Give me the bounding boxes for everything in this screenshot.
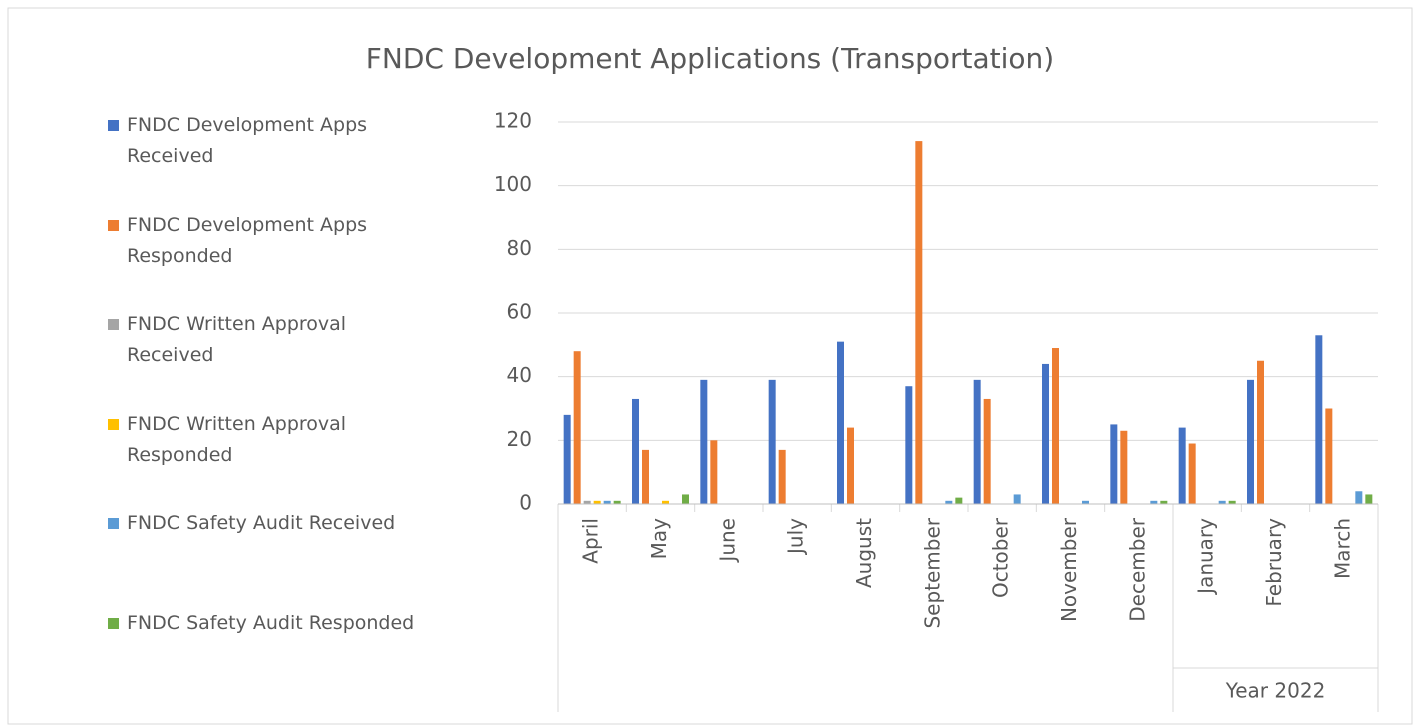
bar — [563, 414, 571, 504]
y-tick-label: 0 — [519, 491, 532, 515]
group-label: Year 2022 — [1225, 679, 1326, 703]
y-tick-label: 100 — [494, 172, 532, 196]
legend-swatch — [108, 219, 119, 231]
bar — [1013, 494, 1021, 504]
bar — [837, 341, 844, 504]
legend-entry: FNDC Safety Audit Responded — [108, 608, 417, 639]
bar — [1228, 500, 1236, 504]
bar — [1042, 363, 1049, 504]
x-tick-label: February — [1262, 518, 1286, 607]
bar — [847, 427, 854, 504]
legend-swatch — [108, 319, 119, 330]
legend-swatch — [108, 617, 119, 629]
bar — [1052, 348, 1059, 504]
bar — [700, 379, 708, 504]
x-tick-label: November — [1057, 517, 1081, 622]
legend-label: FNDC Written Approval Responded — [127, 412, 347, 466]
legend-entry: FNDC Development Apps Responded — [108, 210, 417, 272]
bar — [583, 500, 591, 504]
bar — [768, 379, 776, 504]
legend-swatch — [108, 418, 119, 430]
legend-entry: FNDC Safety Audit Received — [108, 508, 417, 539]
bar — [1257, 360, 1264, 504]
x-tick-label: September — [920, 517, 944, 628]
legend-entry: FNDC Written Approval Received — [108, 309, 417, 371]
y-tick-label: 80 — [507, 236, 532, 260]
x-tick-label: October — [989, 517, 1013, 598]
x-tick-label: August — [852, 518, 876, 588]
legend-label: FNDC Safety Audit Received — [127, 512, 396, 534]
x-tick-label: June — [715, 518, 739, 564]
y-tick-label: 120 — [494, 109, 532, 133]
bar — [1325, 408, 1333, 504]
bar — [983, 398, 991, 504]
legend-entry: FNDC Written Approval Responded — [108, 409, 417, 471]
legend-entry: FNDC Development Apps Received — [108, 110, 417, 172]
legend-swatch — [108, 518, 119, 529]
bar — [955, 497, 963, 504]
chart-title: FNDC Development Applications (Transport… — [366, 42, 1054, 75]
bar — [682, 494, 689, 504]
legend-label: FNDC Safety Audit Responded — [127, 611, 415, 634]
bar — [1082, 500, 1089, 504]
x-tick-label: April — [579, 518, 603, 564]
x-tick-label: March — [1330, 518, 1354, 579]
bar — [1355, 491, 1363, 504]
x-tick-label: July — [784, 518, 808, 556]
bar — [573, 351, 581, 504]
bar — [915, 141, 923, 504]
bar — [1110, 424, 1118, 504]
y-tick-label: 20 — [507, 427, 532, 451]
bar — [905, 386, 913, 504]
legend-label: FNDC Written Approval Received — [127, 313, 347, 366]
x-tick-label: January — [1194, 518, 1218, 596]
bar — [603, 500, 611, 504]
bar — [945, 500, 953, 504]
bar — [1188, 443, 1196, 504]
bar — [1247, 379, 1254, 504]
bar — [778, 449, 786, 504]
bar — [613, 500, 621, 504]
legend-swatch — [108, 120, 119, 131]
bar — [1218, 500, 1226, 504]
y-tick-label: 40 — [507, 363, 532, 387]
bar — [642, 449, 649, 504]
legend-label: FNDC Development Apps Received — [127, 114, 368, 167]
bar — [710, 440, 718, 504]
legend-label: FNDC Development Apps Responded — [127, 213, 368, 267]
bar — [1150, 500, 1158, 504]
bar — [1160, 500, 1168, 504]
bar — [1120, 430, 1128, 504]
y-tick-label: 60 — [507, 300, 532, 324]
bar — [1365, 494, 1373, 504]
bar — [632, 398, 639, 504]
x-tick-label: December — [1125, 517, 1149, 621]
bar — [662, 500, 669, 504]
chart-border — [7, 7, 1413, 725]
bar — [1178, 427, 1186, 504]
bar — [973, 379, 981, 504]
bar — [1315, 335, 1323, 504]
bar — [593, 500, 601, 504]
x-tick-label: May — [647, 518, 671, 560]
